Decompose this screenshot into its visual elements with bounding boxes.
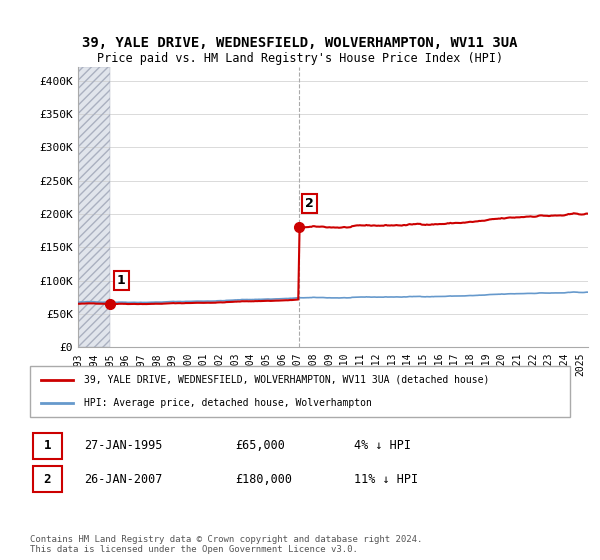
Text: 2: 2 bbox=[44, 473, 51, 486]
Text: 1: 1 bbox=[44, 440, 51, 452]
Text: 11% ↓ HPI: 11% ↓ HPI bbox=[354, 473, 418, 486]
Text: Price paid vs. HM Land Registry's House Price Index (HPI): Price paid vs. HM Land Registry's House … bbox=[97, 52, 503, 64]
FancyBboxPatch shape bbox=[33, 466, 62, 492]
Text: 4% ↓ HPI: 4% ↓ HPI bbox=[354, 440, 411, 452]
Text: HPI: Average price, detached house, Wolverhampton: HPI: Average price, detached house, Wolv… bbox=[84, 398, 372, 408]
Text: 27-JAN-1995: 27-JAN-1995 bbox=[84, 440, 163, 452]
Bar bbox=[78, 67, 110, 347]
Text: 1: 1 bbox=[117, 274, 125, 287]
FancyBboxPatch shape bbox=[33, 433, 62, 459]
Text: £180,000: £180,000 bbox=[235, 473, 292, 486]
Text: 2: 2 bbox=[305, 197, 314, 210]
Text: Contains HM Land Registry data © Crown copyright and database right 2024.
This d: Contains HM Land Registry data © Crown c… bbox=[30, 535, 422, 554]
Text: £65,000: £65,000 bbox=[235, 440, 285, 452]
Bar bbox=[78, 67, 110, 347]
Text: 39, YALE DRIVE, WEDNESFIELD, WOLVERHAMPTON, WV11 3UA: 39, YALE DRIVE, WEDNESFIELD, WOLVERHAMPT… bbox=[82, 36, 518, 50]
Text: 39, YALE DRIVE, WEDNESFIELD, WOLVERHAMPTON, WV11 3UA (detached house): 39, YALE DRIVE, WEDNESFIELD, WOLVERHAMPT… bbox=[84, 375, 490, 385]
FancyBboxPatch shape bbox=[30, 366, 570, 417]
Text: 26-JAN-2007: 26-JAN-2007 bbox=[84, 473, 163, 486]
